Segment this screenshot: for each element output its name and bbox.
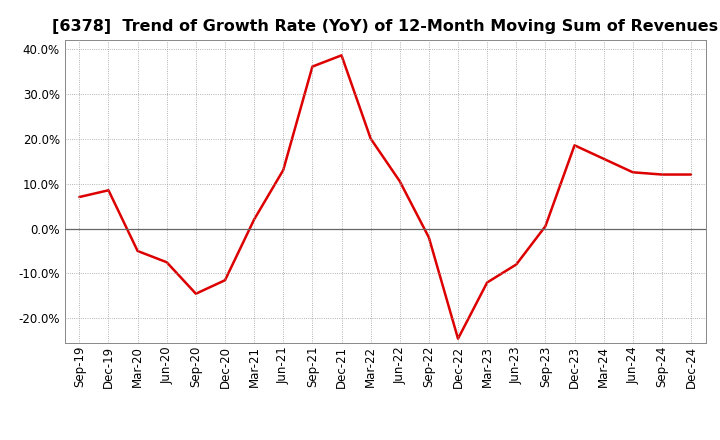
Title: [6378]  Trend of Growth Rate (YoY) of 12-Month Moving Sum of Revenues: [6378] Trend of Growth Rate (YoY) of 12-… <box>52 19 719 34</box>
